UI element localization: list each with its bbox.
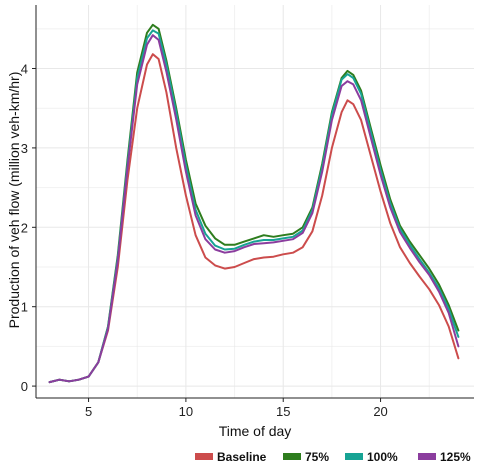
tick-labels: 5 10 15 20 0 1 2 3 4 xyxy=(21,62,388,419)
series-line-3 xyxy=(48,29,460,384)
x-tick-label: 10 xyxy=(179,404,193,419)
y-tick-label: 3 xyxy=(21,141,28,156)
x-tick-label: 15 xyxy=(276,404,290,419)
axes xyxy=(35,5,474,399)
legend-label-1: Baseline xyxy=(217,450,267,464)
legend-swatch-1 xyxy=(195,453,213,460)
x-axis-title: Time of day xyxy=(219,423,292,439)
legend-swatch-2 xyxy=(283,453,301,460)
y-tick-label: 4 xyxy=(21,62,28,77)
legend-label-4: 125% xyxy=(440,450,471,464)
series-line-4 xyxy=(48,34,460,384)
legend-swatch-4 xyxy=(418,453,436,460)
x-tick-label: 5 xyxy=(85,404,92,419)
y-tick-label: 0 xyxy=(21,379,28,394)
legend: Baseline 75% 100% 125% xyxy=(195,450,471,464)
legend-label-2: 75% xyxy=(305,450,329,464)
legend-swatch-3 xyxy=(345,453,363,460)
legend-label-3: 100% xyxy=(367,450,398,464)
grid xyxy=(36,5,474,398)
series-lines xyxy=(48,23,460,384)
series-line-2 xyxy=(48,23,460,384)
y-tick-label: 2 xyxy=(21,220,28,235)
y-axis-title: Production of veh flow (million veh-km/h… xyxy=(6,72,22,329)
y-tick-label: 1 xyxy=(21,300,28,315)
x-tick-label: 20 xyxy=(373,404,387,419)
